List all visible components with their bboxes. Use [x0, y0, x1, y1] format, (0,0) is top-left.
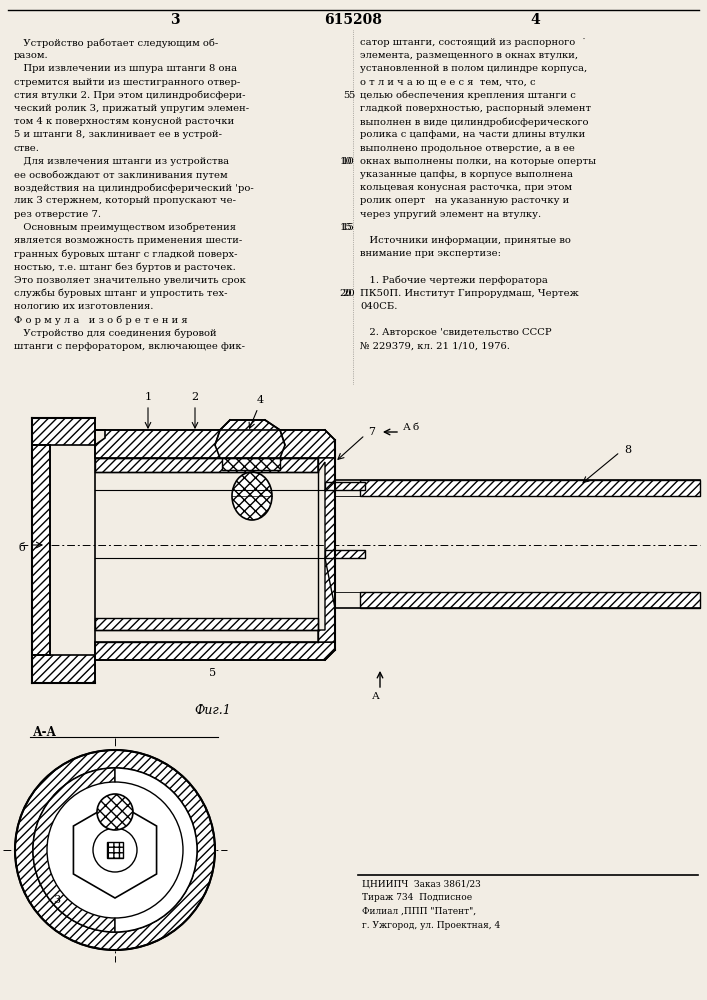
Text: 040СБ.: 040СБ. [360, 302, 397, 311]
Circle shape [33, 768, 197, 932]
Text: б: б [413, 422, 419, 432]
Polygon shape [318, 458, 335, 642]
Text: 10: 10 [342, 157, 355, 166]
Text: 15: 15 [342, 223, 355, 232]
Polygon shape [95, 430, 335, 458]
Text: окнах выполнены полки, на которые оперты: окнах выполнены полки, на которые оперты [360, 157, 596, 166]
Text: ПК50П. Институт Гипрорудмаш, Чертеж: ПК50П. Институт Гипрорудмаш, Чертеж [360, 289, 579, 298]
Text: разом.: разом. [14, 51, 49, 60]
Wedge shape [115, 768, 197, 932]
Text: 2. Авторское 'свидетельство СССР: 2. Авторское 'свидетельство СССР [360, 328, 551, 337]
Text: стия втулки 2. При этом цилиндробисфери-: стия втулки 2. При этом цилиндробисфери- [14, 91, 245, 100]
Text: А-А: А-А [33, 726, 57, 740]
Text: 5: 5 [349, 91, 355, 100]
Polygon shape [95, 618, 318, 630]
Text: Тираж 734  Подписное: Тираж 734 Подписное [362, 894, 472, 902]
Text: ролика с цапфами, на части длины втулки: ролика с цапфами, на части длины втулки [360, 130, 585, 139]
Text: 15: 15 [339, 223, 352, 232]
Wedge shape [15, 750, 215, 950]
Text: внимание при экспертизе:: внимание при экспертизе: [360, 249, 501, 258]
Text: б: б [18, 543, 25, 553]
Polygon shape [74, 802, 156, 898]
Text: кольцевая конусная расточка, при этом: кольцевая конусная расточка, при этом [360, 183, 572, 192]
Text: гладкой поверхностью, распорный элемент: гладкой поверхностью, распорный элемент [360, 104, 591, 113]
Text: 3: 3 [170, 13, 180, 27]
Circle shape [93, 828, 137, 872]
Text: целью обеспечения крепления штанги с: целью обеспечения крепления штанги с [360, 91, 576, 100]
Text: нологию их изготовления.: нологию их изготовления. [14, 302, 153, 311]
Text: гранных буровых штанг с гладкой поверх-: гранных буровых штанг с гладкой поверх- [14, 249, 238, 259]
Text: является возможность применения шести-: является возможность применения шести- [14, 236, 243, 245]
Text: через упругий элемент на втулку.: через упругий элемент на втулку. [360, 210, 541, 219]
Polygon shape [215, 420, 285, 458]
Text: 10: 10 [339, 157, 352, 166]
Text: ролик оперт   на указанную расточку и: ролик оперт на указанную расточку и [360, 196, 569, 205]
Bar [222, 458, 280, 470]
Text: 5: 5 [209, 668, 216, 678]
Text: рез отверстие 7.: рез отверстие 7. [14, 210, 101, 219]
Polygon shape [32, 655, 95, 683]
Text: г. Ужгород, ул. Проектная, 4: г. Ужгород, ул. Проектная, 4 [362, 920, 501, 930]
Polygon shape [360, 592, 700, 608]
Text: стве.: стве. [14, 144, 40, 153]
Text: ее освобождают от заклинивания путем: ее освобождают от заклинивания путем [14, 170, 228, 180]
Text: 7: 7 [368, 427, 375, 437]
Text: установленной в полом цилиндре корпуса,: установленной в полом цилиндре корпуса, [360, 64, 588, 73]
Text: о т л и ч а ю щ е е с я  тем, что, с: о т л и ч а ю щ е е с я тем, что, с [360, 78, 536, 87]
Text: 20: 20 [339, 289, 352, 298]
Text: стремится выйти из шестигранного отвер-: стремится выйти из шестигранного отвер- [14, 78, 240, 87]
Text: том 4 к поверхностям конусной расточки: том 4 к поверхностям конусной расточки [14, 117, 234, 126]
Ellipse shape [232, 472, 272, 520]
Text: 4: 4 [257, 395, 264, 405]
Polygon shape [32, 445, 50, 655]
Text: 8: 8 [624, 445, 631, 455]
Text: 5: 5 [343, 91, 349, 100]
Text: ческий ролик 3, прижатый упругим элемен-: ческий ролик 3, прижатый упругим элемен- [14, 104, 249, 113]
Text: 615208: 615208 [324, 13, 382, 27]
Circle shape [97, 794, 133, 830]
Text: А: А [372, 692, 380, 701]
Text: Источники информации, принятые во: Источники информации, принятые во [360, 236, 571, 245]
Text: ностью, т.е. штанг без буртов и расточек.: ностью, т.е. штанг без буртов и расточек… [14, 262, 235, 272]
Polygon shape [95, 642, 335, 660]
Text: Для извлечения штанги из устройства: Для извлечения штанги из устройства [14, 157, 229, 166]
Text: Филиал ,ППП "Патент",: Филиал ,ППП "Патент", [362, 907, 476, 916]
Text: Основным преимуществом изобретения: Основным преимуществом изобретения [14, 223, 236, 232]
Text: 1: 1 [144, 392, 151, 402]
Text: № 229379, кл. 21 1/10, 1976.: № 229379, кл. 21 1/10, 1976. [360, 342, 510, 351]
Text: 3: 3 [54, 895, 61, 905]
Text: 20: 20 [342, 289, 355, 298]
Bar [325, 482, 365, 490]
Text: воздействия на цилиндробисферический 'ро-: воздействия на цилиндробисферический 'ро… [14, 183, 254, 193]
Text: сатор штанги, состоящий из распорного  ˙: сатор штанги, состоящий из распорного ˙ [360, 38, 587, 47]
Text: 1. Рабочие чертежи перфоратора: 1. Рабочие чертежи перфоратора [360, 276, 548, 285]
Text: Устройство для соединения буровой: Устройство для соединения буровой [14, 328, 216, 338]
Text: 2: 2 [192, 392, 199, 402]
Text: выполнено продольное отверстие, а в ее: выполнено продольное отверстие, а в ее [360, 144, 575, 153]
Polygon shape [32, 418, 95, 445]
Text: А: А [403, 422, 411, 432]
Text: При извлечении из шпура штанги 8 она: При извлечении из шпура штанги 8 она [14, 64, 237, 73]
Text: штанги с перфоратором, включающее фик-: штанги с перфоратором, включающее фик- [14, 342, 245, 351]
Text: ЦНИИПЧ  Заказ 3861/23: ЦНИИПЧ Заказ 3861/23 [362, 880, 481, 889]
Bar [107, 842, 123, 858]
Text: службы буровых штанг и упростить тех-: службы буровых штанг и упростить тех- [14, 289, 228, 298]
Text: 4: 4 [530, 13, 540, 27]
Text: указанные цапфы, в корпусе выполнена: указанные цапфы, в корпусе выполнена [360, 170, 573, 179]
Polygon shape [360, 480, 700, 496]
Text: Фиг.1: Фиг.1 [194, 704, 231, 716]
Text: выполнен в виде цилиндробисферического: выполнен в виде цилиндробисферического [360, 117, 588, 127]
Wedge shape [33, 768, 115, 932]
Polygon shape [95, 458, 318, 472]
Text: 5 и штанги 8, заклинивает ее в устрой-: 5 и штанги 8, заклинивает ее в устрой- [14, 130, 222, 139]
Text: элемента, размещенного в окнах втулки,: элемента, размещенного в окнах втулки, [360, 51, 578, 60]
Text: Это позволяет значительно увеличить срок: Это позволяет значительно увеличить срок [14, 276, 246, 285]
Bar [325, 550, 365, 558]
Text: Ф о р м у л а   и з о б р е т е н и я: Ф о р м у л а и з о б р е т е н и я [14, 315, 187, 325]
Text: Устройство работает следующим об-: Устройство работает следующим об- [14, 38, 218, 47]
Text: лик 3 стержнем, который пропускают че-: лик 3 стержнем, который пропускают че- [14, 196, 236, 205]
